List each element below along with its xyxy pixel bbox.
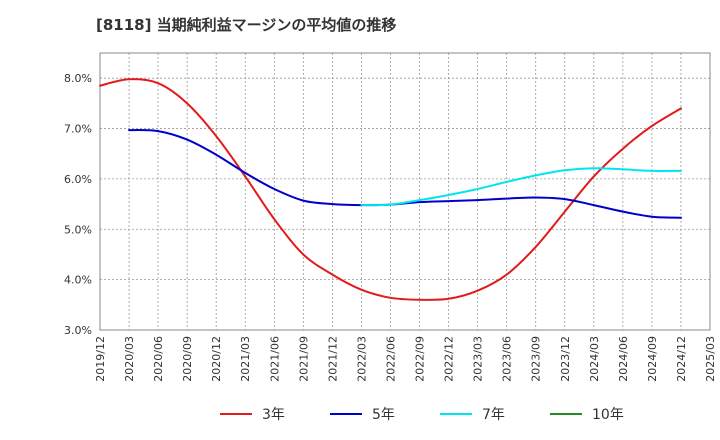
x-tick-label: 2021/12 (326, 336, 339, 382)
x-tick-label: 2024/06 (617, 336, 630, 382)
legend: 3年 5年 7年 10年 (220, 407, 624, 423)
y-axis-ticks: 3.0% 4.0% 5.0% 6.0% 7.0% 8.0% (64, 72, 92, 337)
x-tick-label: 2021/03 (239, 336, 252, 382)
series-line-1 (99, 78, 682, 301)
grid-layer (99, 53, 711, 331)
chart-title: [8118] 当期純利益マージンの平均値の推移 (96, 16, 397, 34)
series-line-2 (128, 129, 682, 219)
legend-label: 10年 (592, 407, 624, 423)
x-tick-label: 2024/03 (588, 336, 601, 382)
x-tick-label: 2023/03 (472, 336, 485, 382)
x-tick-label: 2020/12 (210, 336, 223, 382)
y-tick-label: 4.0% (64, 274, 92, 287)
x-tick-label: 2020/09 (181, 336, 194, 382)
x-axis-ticks: 2019/12 2020/03 2020/06 2020/09 2020/12 2021/… (94, 336, 717, 382)
x-tick-label: 2022/06 (384, 336, 397, 382)
x-tick-label: 2025/03 (704, 336, 717, 382)
x-tick-label: 2023/12 (559, 336, 572, 382)
x-tick-label: 2021/09 (297, 336, 310, 382)
y-tick-label: 3.0% (64, 324, 92, 337)
x-tick-label: 2023/09 (530, 336, 543, 382)
y-tick-label: 5.0% (64, 223, 92, 236)
y-tick-label: 7.0% (64, 123, 92, 136)
x-tick-label: 2024/09 (646, 336, 659, 382)
legend-label: 5年 (372, 407, 395, 423)
x-tick-label: 2020/03 (123, 336, 136, 382)
series-layer (99, 78, 682, 301)
plot-area-frame (99, 52, 711, 331)
x-tick-label: 2021/06 (268, 336, 281, 382)
y-tick-label: 8.0% (64, 72, 92, 85)
x-tick-label: 2024/12 (675, 336, 688, 382)
x-tick-label: 2023/06 (501, 336, 514, 382)
x-tick-label: 2022/03 (355, 336, 368, 382)
x-tick-label: 2022/09 (414, 336, 427, 382)
y-tick-label: 6.0% (64, 173, 92, 186)
x-tick-label: 2022/12 (443, 336, 456, 382)
x-tick-label: 2020/06 (152, 336, 165, 382)
series-line-3 (360, 167, 682, 207)
legend-label: 7年 (482, 407, 505, 423)
x-tick-label: 2019/12 (94, 336, 107, 382)
legend-label: 3年 (262, 407, 285, 423)
